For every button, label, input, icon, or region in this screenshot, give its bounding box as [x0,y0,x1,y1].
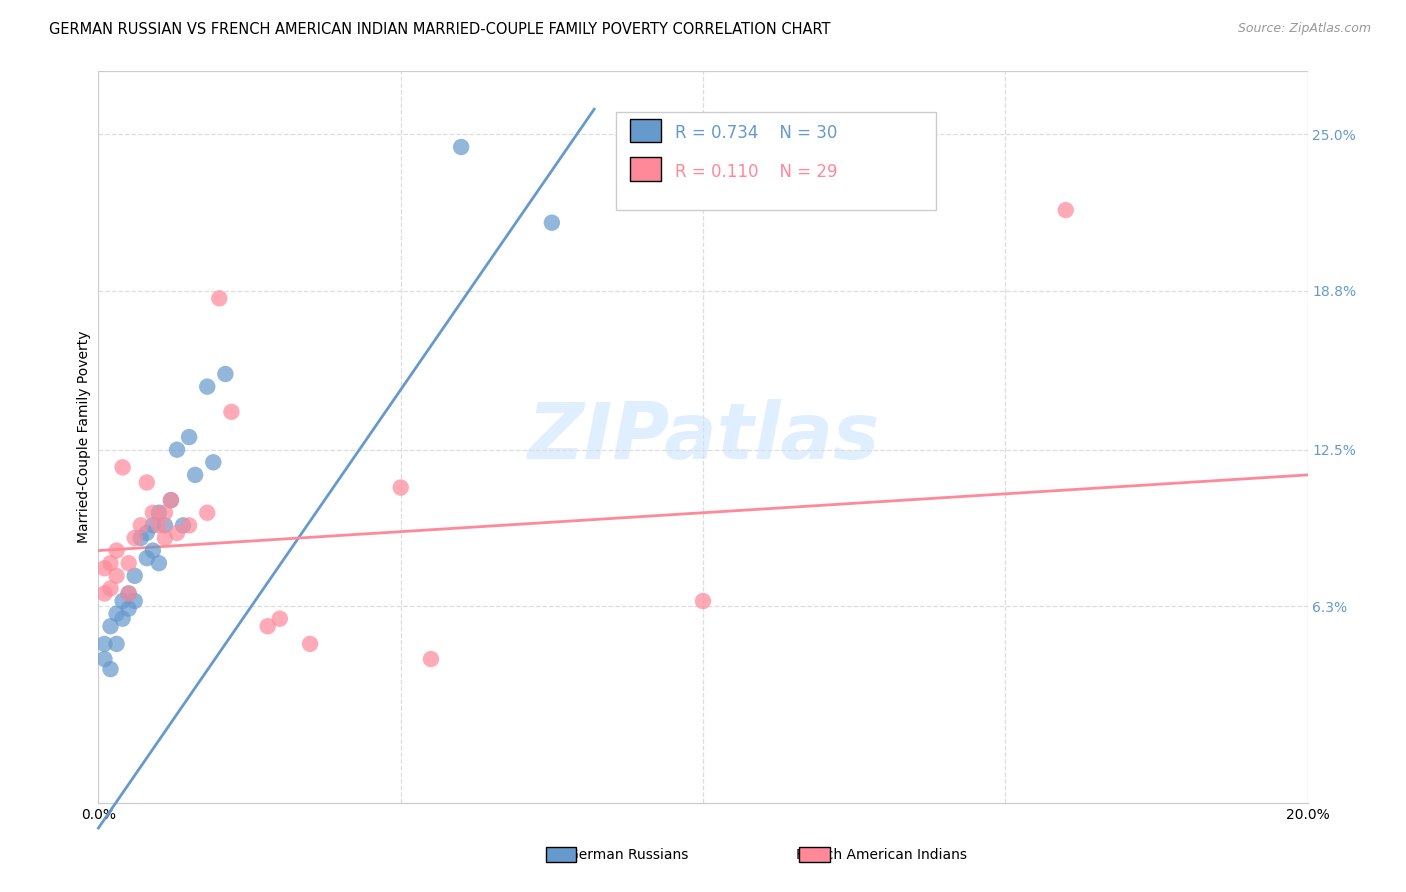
Point [153,518,176,533]
Point [105,543,128,558]
Point [142,543,165,558]
FancyBboxPatch shape [630,119,661,143]
Point [118,586,141,600]
Point [195,506,218,520]
Point [221,405,243,419]
FancyBboxPatch shape [616,112,936,211]
Point [389,481,412,495]
Point [100,556,122,570]
Point [692,594,714,608]
Point [124,569,146,583]
Point [135,551,157,566]
Point [100,619,122,633]
Point [179,430,201,444]
Point [269,612,291,626]
Point [111,594,134,608]
Point [166,525,188,540]
Text: French American Indians: French American Indians [796,847,967,862]
Point [148,518,170,533]
Point [93,561,115,575]
Text: R = 0.110    N = 29: R = 0.110 N = 29 [675,162,838,180]
Point [142,518,165,533]
Point [166,442,188,457]
Point [160,493,183,508]
Point [118,586,141,600]
Point [540,216,562,230]
Point [100,582,122,596]
Point [153,506,176,520]
Point [420,652,443,666]
Point [214,367,236,381]
Point [111,460,134,475]
Point [135,475,157,490]
Point [118,556,141,570]
Point [184,467,207,482]
Point [105,607,128,621]
Text: GERMAN RUSSIAN VS FRENCH AMERICAN INDIAN MARRIED-COUPLE FAMILY POVERTY CORRELATI: GERMAN RUSSIAN VS FRENCH AMERICAN INDIAN… [49,22,831,37]
Point [100,662,122,676]
Point [124,531,146,545]
FancyBboxPatch shape [630,157,661,181]
Y-axis label: Married-Couple Family Poverty: Married-Couple Family Poverty [77,331,91,543]
Text: Source: ZipAtlas.com: Source: ZipAtlas.com [1237,22,1371,36]
Point [256,619,278,633]
Point [135,525,157,540]
Point [1054,203,1077,218]
Point [148,556,170,570]
Point [153,531,176,545]
Text: R = 0.734    N = 30: R = 0.734 N = 30 [675,124,838,142]
Point [111,612,134,626]
Point [148,506,170,520]
Point [93,586,115,600]
Point [105,569,128,583]
Text: German Russians: German Russians [568,847,689,862]
Point [195,379,218,393]
Point [142,506,165,520]
Point [450,140,472,154]
Point [160,493,183,508]
Point [118,601,141,615]
Text: ZIPatlas: ZIPatlas [527,399,879,475]
Point [179,518,201,533]
Point [172,518,194,533]
Point [129,531,152,545]
Point [105,637,128,651]
Point [129,518,152,533]
Point [93,652,115,666]
Point [93,637,115,651]
Point [208,291,231,305]
Point [299,637,322,651]
Point [124,594,146,608]
Point [202,455,225,469]
